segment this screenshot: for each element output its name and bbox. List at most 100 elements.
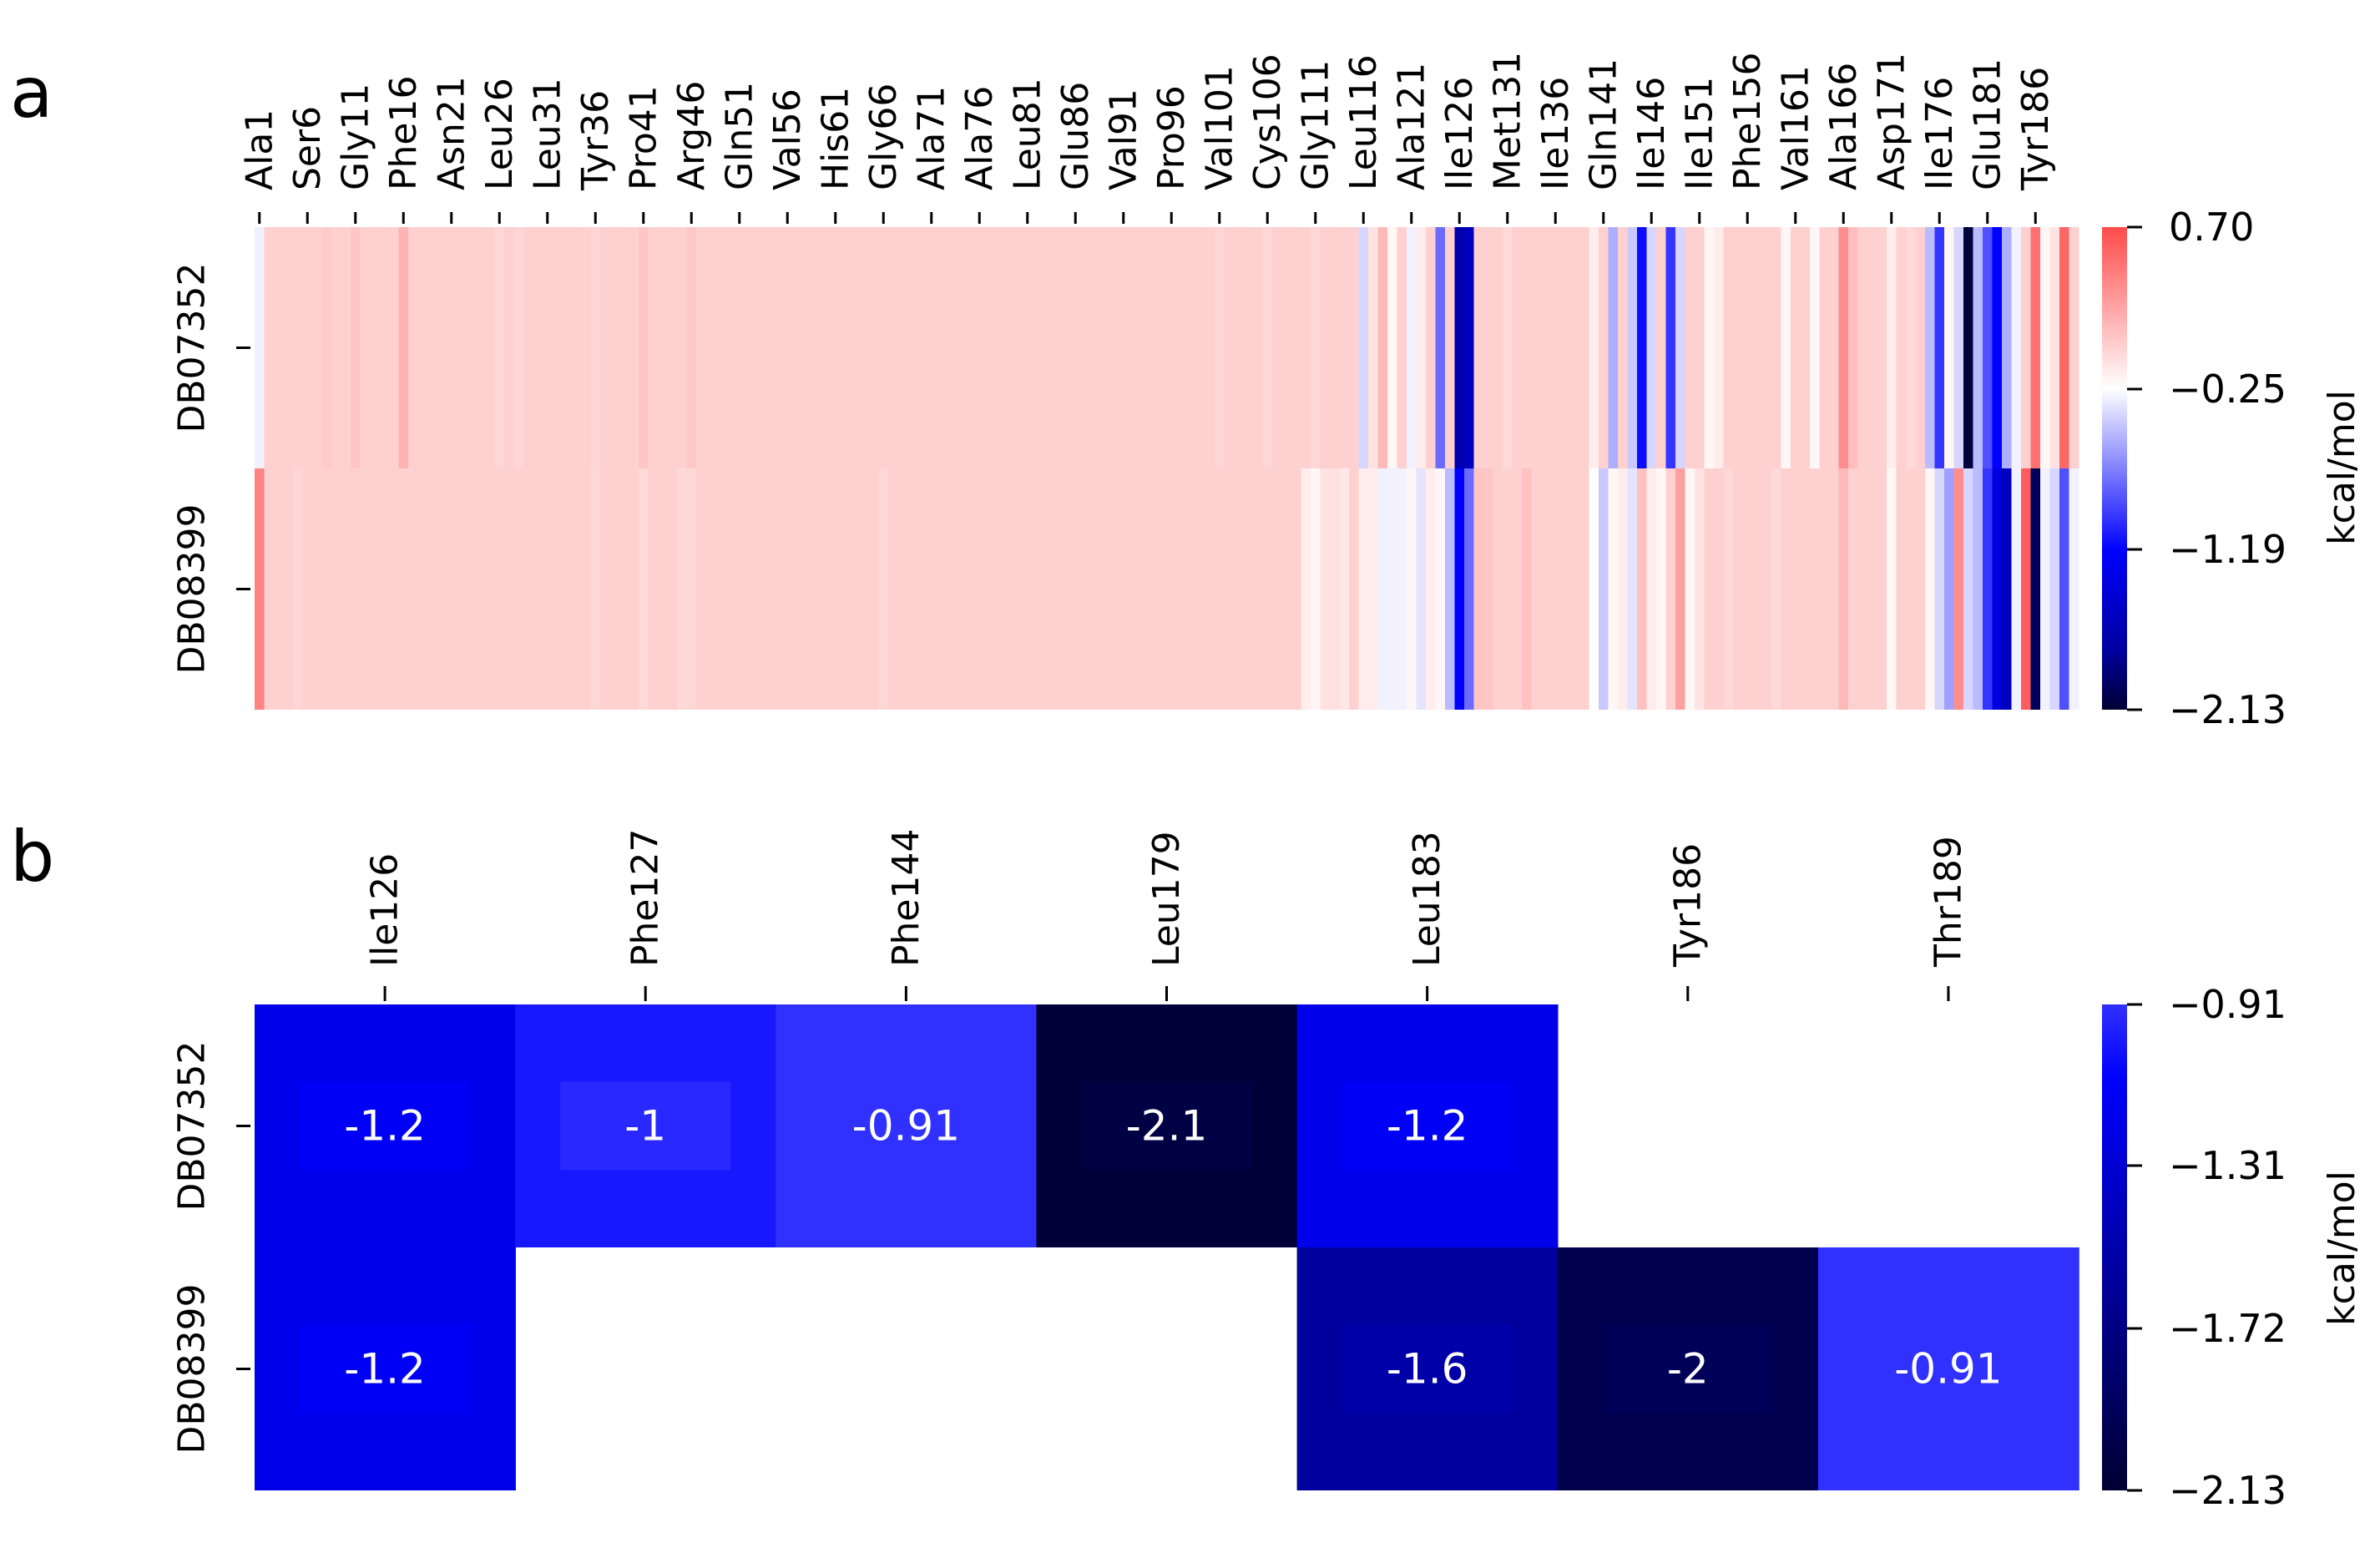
heatmap-a-cell: [1185, 468, 1196, 710]
heatmap-a-cell: [2040, 227, 2051, 468]
heatmap-a-cell: [811, 468, 822, 710]
heatmap-a-cell: [1512, 227, 1523, 468]
heatmap-a-cell: [811, 227, 822, 468]
heatmap-a-cell: [1320, 227, 1331, 468]
heatmap-a-cell: [581, 468, 592, 710]
heatmap-a-cell: [2030, 227, 2041, 468]
heatmap-a-cell: [667, 468, 678, 710]
heatmap-a-cell: [293, 468, 304, 710]
heatmap-a-cell: [658, 468, 669, 710]
heatmap-a-cell: [869, 468, 880, 710]
x-tick-label: Ala121: [1390, 63, 1433, 190]
heatmap-a-cell: [1646, 227, 1657, 468]
heatmap-a-cell: [1320, 468, 1331, 710]
heatmap-a-cell: [629, 227, 639, 468]
colorbar-tick-label: −2.13: [2169, 1468, 2287, 1513]
heatmap-a-cell: [946, 227, 957, 468]
cell-annotation: -1.6: [1387, 1345, 1468, 1394]
x-tick-label: Ile136: [1534, 77, 1577, 190]
heatmap-a-cell: [1061, 227, 1072, 468]
heatmap-a-cell: [408, 468, 419, 710]
panel-b-heatmap: -1.2 -1 -0.91 -2.1 -1.2 -1.2 -1.6 -2 -0.91: [255, 1004, 2079, 1490]
heatmap-a-cell: [417, 468, 428, 710]
heatmap-a-cell: [1560, 468, 1571, 710]
heatmap-a-cell: [475, 468, 486, 710]
heatmap-a-cell: [1915, 227, 1926, 468]
heatmap-a-cell: [1099, 468, 1110, 710]
heatmap-a-cell: [1061, 468, 1072, 710]
heatmap-a-cell: [639, 468, 649, 710]
heatmap-a-cell: [1579, 227, 1590, 468]
heatmap-a-cell: [1771, 227, 1782, 468]
heatmap-a-cell: [1944, 468, 1955, 710]
heatmap-a-cell: [1877, 468, 1887, 710]
heatmap-a-cell: [456, 468, 467, 710]
heatmap-a-cell: [571, 227, 582, 468]
heatmap-a-cell: [1493, 468, 1503, 710]
heatmap-a-cell: [897, 227, 908, 468]
heatmap-a-cell: [504, 468, 515, 710]
x-tick-label: Ile126: [364, 853, 407, 967]
heatmap-a-cell: [1387, 227, 1398, 468]
x-tick-label: Arg46: [670, 81, 713, 190]
heatmap-a-cell: [1906, 468, 1917, 710]
heatmap-a-cell: [1426, 468, 1437, 710]
colorbar-tick-label: −1.19: [2169, 527, 2287, 572]
heatmap-a-cell: [1311, 227, 1321, 468]
heatmap-a-cell: [1522, 227, 1533, 468]
heatmap-a-cell: [1723, 468, 1734, 710]
heatmap-a-cell: [1675, 468, 1686, 710]
heatmap-a-cell: [466, 468, 477, 710]
heatmap-a-cell: [1838, 468, 1849, 710]
panel-b-colorbar-label: kcal/mol: [2321, 1171, 2363, 1326]
heatmap-a-cell: [1483, 468, 1494, 710]
heatmap-a-cell: [1070, 468, 1081, 710]
heatmap-a-cell: [360, 468, 371, 710]
heatmap-a-cell: [1857, 468, 1868, 710]
heatmap-a-cell: [2069, 468, 2079, 710]
x-tick-label: Gly111: [1294, 60, 1337, 190]
heatmap-a-cell: [715, 468, 726, 710]
heatmap-a-cell: [850, 468, 861, 710]
heatmap-a-cell: [1665, 468, 1676, 710]
heatmap-a-cell: [1761, 227, 1772, 468]
heatmap-a-cell: [1589, 468, 1599, 710]
heatmap-a-cell: [523, 227, 534, 468]
heatmap-a-cell: [677, 468, 688, 710]
heatmap-a-cell: [859, 468, 870, 710]
heatmap-a-cell: [1243, 468, 1254, 710]
x-tick-label: Asp171: [1870, 53, 1913, 190]
heatmap-a-cell: [2021, 468, 2032, 710]
heatmap-a-cell: [1887, 468, 1897, 710]
heatmap-a-cell: [331, 468, 342, 710]
heatmap-a-cell: [370, 468, 381, 710]
heatmap-a-cell: [1791, 227, 1801, 468]
heatmap-a-cell: [427, 227, 438, 468]
heatmap-a-cell: [936, 468, 947, 710]
heatmap-a-cell: [1234, 468, 1245, 710]
heatmap-a-cell: [773, 227, 784, 468]
heatmap-a-cell: [2059, 468, 2070, 710]
heatmap-a-cell: [763, 468, 774, 710]
heatmap-a-cell: [1272, 227, 1283, 468]
heatmap-a-cell: [715, 227, 726, 468]
heatmap-a-cell: [1003, 227, 1014, 468]
heatmap-a-cell: [533, 227, 543, 468]
heatmap-a-cell: [1397, 468, 1407, 710]
heatmap-a-cell: [1867, 468, 1878, 710]
heatmap-a-cell: [878, 468, 889, 710]
heatmap-a-cell: [744, 468, 755, 710]
heatmap-a-cell: [1992, 468, 2003, 710]
heatmap-a-cell: [984, 468, 995, 710]
heatmap-a-cell: [782, 227, 793, 468]
heatmap-a-cell: [321, 227, 332, 468]
heatmap-a-cell: [1407, 227, 1417, 468]
heatmap-a-cell: [1704, 227, 1715, 468]
heatmap-a-cell: [341, 227, 351, 468]
heatmap-a-cell: [993, 468, 1004, 710]
heatmap-a-cell: [1445, 468, 1456, 710]
heatmap-a-cell: [1877, 227, 1887, 468]
heatmap-a-cell: [571, 468, 582, 710]
